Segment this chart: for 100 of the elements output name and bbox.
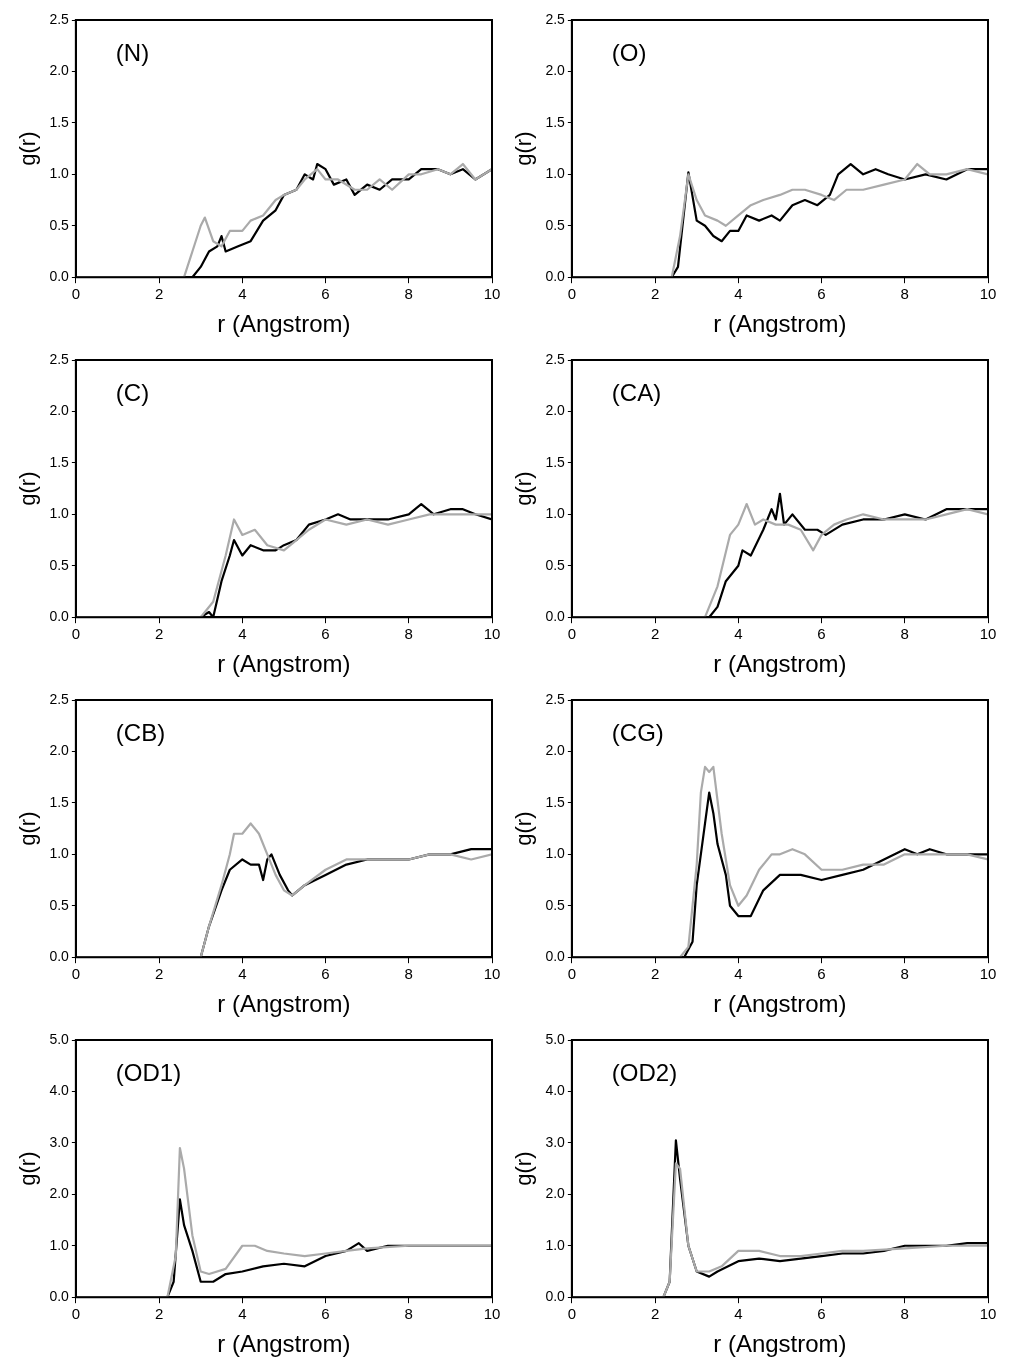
y-axis-title: g(r) xyxy=(511,471,537,506)
y-tick-label: 1.5 xyxy=(545,113,566,130)
x-tick-label: 4 xyxy=(734,625,743,643)
y-tick-label: 1.5 xyxy=(49,113,70,130)
x-tick-label: 0 xyxy=(567,285,577,303)
y-tick-label: 2.0 xyxy=(49,742,70,759)
x-axis-title: r (Angstrom) xyxy=(217,1330,351,1358)
x-tick-label: 2 xyxy=(650,965,660,983)
y-tick-label: 4.0 xyxy=(545,1082,566,1099)
y-tick-label: 1.5 xyxy=(545,793,566,810)
x-tick-label: 4 xyxy=(238,625,247,643)
y-tick-label: 1.5 xyxy=(49,453,70,470)
y-tick-label: 1.0 xyxy=(49,1236,70,1253)
x-tick-label: 10 xyxy=(979,1305,997,1323)
y-tick-label: 0.5 xyxy=(545,216,566,233)
y-tick-label: 2.5 xyxy=(49,350,70,367)
x-tick-label: 6 xyxy=(321,625,330,643)
y-tick-label: 0.0 xyxy=(545,1288,566,1305)
x-tick-label: 2 xyxy=(650,1305,660,1323)
y-tick-label: 1.5 xyxy=(545,453,566,470)
y-tick-label: 2.0 xyxy=(49,1185,70,1202)
x-tick-label: 8 xyxy=(900,285,909,303)
y-tick-label: 2.0 xyxy=(545,742,566,759)
x-tick-label: 6 xyxy=(321,285,330,303)
y-tick-label: 5.0 xyxy=(545,1030,566,1047)
x-tick-label: 4 xyxy=(238,285,247,303)
y-tick-label: 0.0 xyxy=(545,608,566,625)
y-tick-label: 2.5 xyxy=(545,10,566,27)
y-tick-label: 2.5 xyxy=(49,10,70,27)
y-tick-label: 1.0 xyxy=(49,165,70,182)
x-tick-label: 0 xyxy=(567,1305,577,1323)
y-tick-label: 2.5 xyxy=(545,690,566,707)
y-tick-label: 0.0 xyxy=(545,948,566,965)
y-axis-title: g(r) xyxy=(15,471,41,506)
x-tick-label: 0 xyxy=(71,285,81,303)
y-axis-title: g(r) xyxy=(511,1151,537,1186)
y-tick-label: 1.0 xyxy=(545,845,566,862)
x-tick-label: 8 xyxy=(900,965,909,983)
y-tick-label: 2.5 xyxy=(49,690,70,707)
x-tick-label: 4 xyxy=(734,285,743,303)
y-tick-label: 0.0 xyxy=(49,948,70,965)
y-tick-label: 2.0 xyxy=(49,402,70,419)
x-axis-title: r (Angstrom) xyxy=(713,310,847,338)
annotation: (OD2) xyxy=(611,1058,678,1086)
x-tick-label: 10 xyxy=(483,1305,501,1323)
x-tick-label: 0 xyxy=(71,1305,81,1323)
y-tick-label: 0.5 xyxy=(49,216,70,233)
x-tick-label: 6 xyxy=(817,965,826,983)
y-tick-label: 4.0 xyxy=(49,1082,70,1099)
y-tick-label: 0.0 xyxy=(49,1288,70,1305)
y-tick-label: 0.5 xyxy=(49,896,70,913)
y-tick-label: 2.0 xyxy=(545,402,566,419)
x-tick-label: 8 xyxy=(404,1305,413,1323)
x-tick-label: 8 xyxy=(404,965,413,983)
x-axis-title: r (Angstrom) xyxy=(713,1330,847,1358)
x-tick-label: 2 xyxy=(154,1305,164,1323)
y-axis-title: g(r) xyxy=(15,1151,41,1186)
x-tick-label: 4 xyxy=(734,1305,743,1323)
y-tick-label: 5.0 xyxy=(49,1030,70,1047)
x-tick-label: 8 xyxy=(404,625,413,643)
y-tick-label: 2.0 xyxy=(545,62,566,79)
x-tick-label: 8 xyxy=(900,1305,909,1323)
x-tick-label: 4 xyxy=(238,965,247,983)
x-axis-title: r (Angstrom) xyxy=(217,310,351,338)
y-tick-label: 2.0 xyxy=(545,1185,566,1202)
y-tick-label: 0.5 xyxy=(49,556,70,573)
x-tick-label: 0 xyxy=(567,965,577,983)
x-axis-title: r (Angstrom) xyxy=(713,650,847,678)
y-tick-label: 0.0 xyxy=(545,268,566,285)
x-tick-label: 6 xyxy=(817,625,826,643)
y-tick-label: 3.0 xyxy=(49,1133,70,1150)
annotation: (CG) xyxy=(611,718,664,746)
x-tick-label: 8 xyxy=(900,625,909,643)
annotation: (OD1) xyxy=(115,1058,182,1086)
x-tick-label: 10 xyxy=(979,625,997,643)
annotation: (O) xyxy=(611,38,647,66)
y-tick-label: 1.0 xyxy=(545,505,566,522)
x-tick-label: 10 xyxy=(483,965,501,983)
y-tick-label: 2.0 xyxy=(49,62,70,79)
x-axis-title: r (Angstrom) xyxy=(217,650,351,678)
y-tick-label: 0.0 xyxy=(49,268,70,285)
y-tick-label: 0.0 xyxy=(49,608,70,625)
y-axis-title: g(r) xyxy=(511,131,537,166)
y-tick-label: 0.5 xyxy=(545,556,566,573)
y-axis-title: g(r) xyxy=(15,811,41,846)
x-tick-label: 10 xyxy=(979,285,997,303)
y-axis-title: g(r) xyxy=(511,811,537,846)
x-tick-label: 10 xyxy=(979,965,997,983)
x-tick-label: 8 xyxy=(404,285,413,303)
annotation: (CA) xyxy=(611,378,662,406)
x-tick-label: 0 xyxy=(71,625,81,643)
y-axis-title: g(r) xyxy=(15,131,41,166)
x-axis-title: r (Angstrom) xyxy=(217,990,351,1018)
annotation: (CB) xyxy=(115,718,166,746)
x-tick-label: 4 xyxy=(238,1305,247,1323)
x-tick-label: 10 xyxy=(483,625,501,643)
y-tick-label: 2.5 xyxy=(545,350,566,367)
y-tick-label: 1.0 xyxy=(49,845,70,862)
y-tick-label: 1.0 xyxy=(49,505,70,522)
x-tick-label: 4 xyxy=(734,965,743,983)
